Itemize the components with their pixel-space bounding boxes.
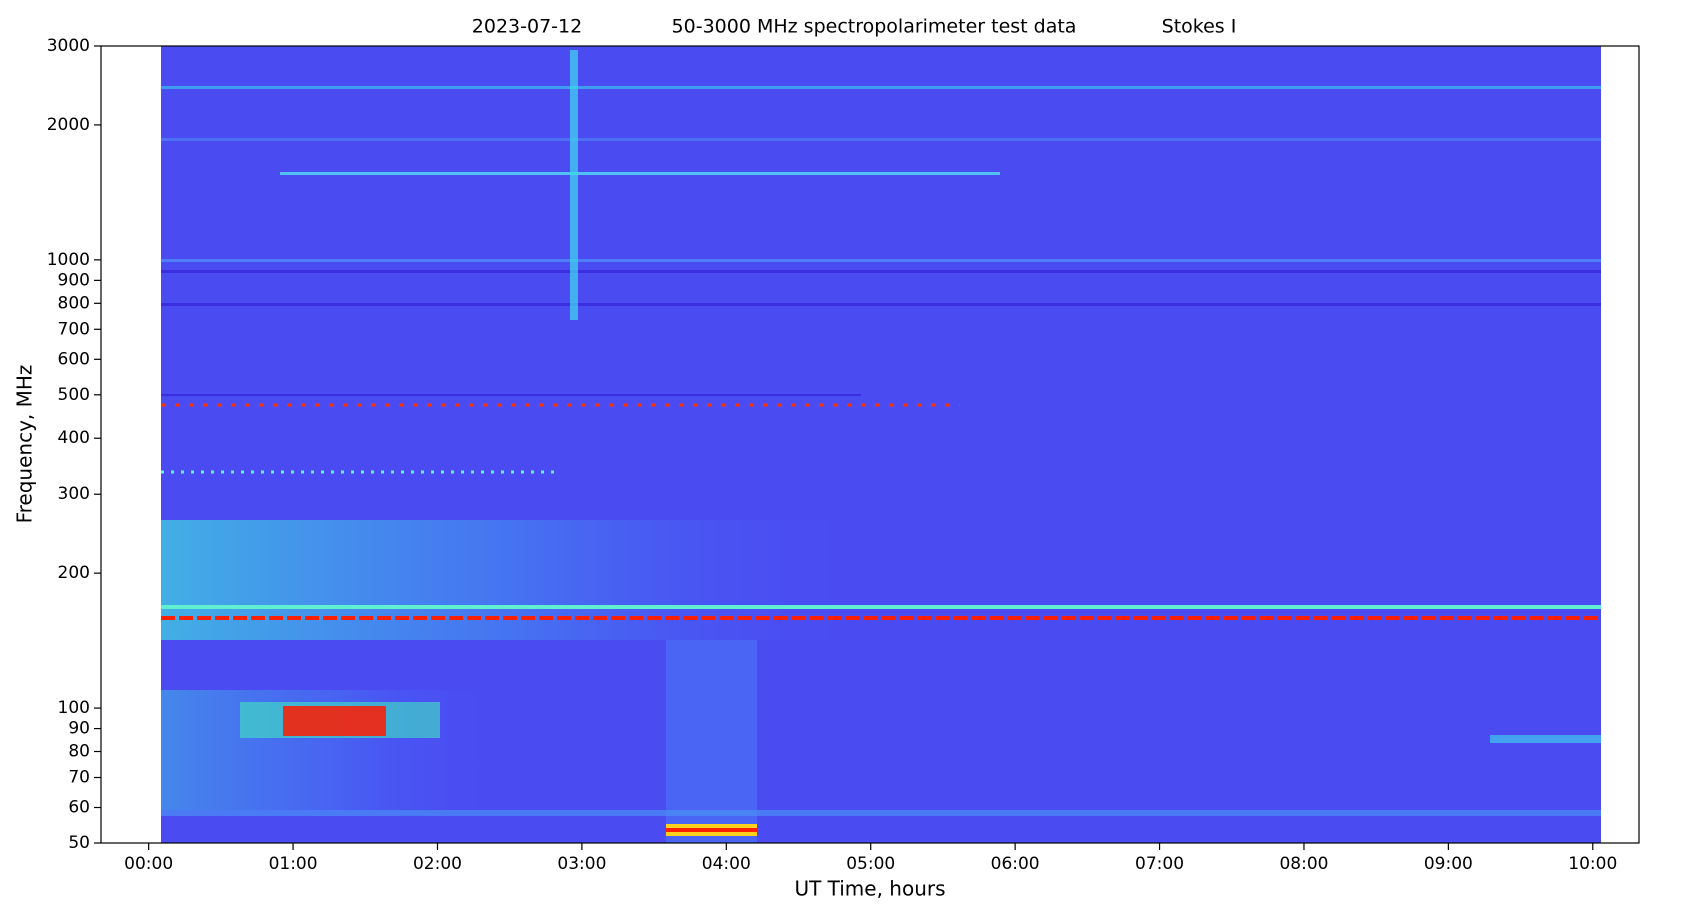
y-tick-label: 700: [58, 319, 90, 339]
x-tick-label: 06:00: [991, 854, 1040, 874]
y-tick-label: 300: [58, 484, 90, 504]
x-tick-label: 00:00: [124, 854, 173, 874]
x-tick-label: 03:00: [557, 854, 606, 874]
x-tick-label: 07:00: [1135, 854, 1184, 874]
y-tick-label: 800: [58, 293, 90, 313]
x-tick-label: 09:00: [1424, 854, 1473, 874]
y-tick-label: 900: [58, 270, 90, 290]
x-tick-label: 01:00: [269, 854, 318, 874]
chart-title: 2023-07-12: [472, 16, 582, 38]
x-tick-label: 04:00: [702, 854, 751, 874]
plot-frame: [100, 45, 1640, 844]
x-tick-label: 08:00: [1279, 854, 1328, 874]
y-tick-label: 3000: [47, 36, 90, 56]
y-tick-label: 80: [68, 742, 90, 762]
x-tick-label: 10:00: [1568, 854, 1617, 874]
chart-title: Stokes I: [1162, 16, 1237, 38]
x-axis-label: UT Time, hours: [794, 877, 945, 901]
title-group: 2023-07-12 50-3000 MHz spectropolarimete…: [472, 16, 1237, 38]
chart-title: 50-3000 MHz spectropolarimeter test data: [672, 16, 1077, 38]
x-tick-label: 02:00: [413, 854, 462, 874]
y-tick-label: 200: [58, 563, 90, 583]
heatmap: [161, 46, 1601, 843]
y-tick-label: 600: [58, 349, 90, 369]
y-tick-label: 100: [58, 698, 90, 718]
y-tick-label: 50: [68, 833, 90, 853]
y-tick-label: 70: [68, 768, 90, 788]
y-axis-label: Frequency, MHz: [13, 365, 37, 524]
y-tick-label: 60: [68, 798, 90, 818]
x-tick-label: 05:00: [846, 854, 895, 874]
y-tick-label: 90: [68, 719, 90, 739]
y-tick-label: 1000: [47, 250, 90, 270]
y-tick-label: 500: [58, 385, 90, 405]
y-tick-label: 400: [58, 428, 90, 448]
y-tick-label: 2000: [47, 115, 90, 135]
